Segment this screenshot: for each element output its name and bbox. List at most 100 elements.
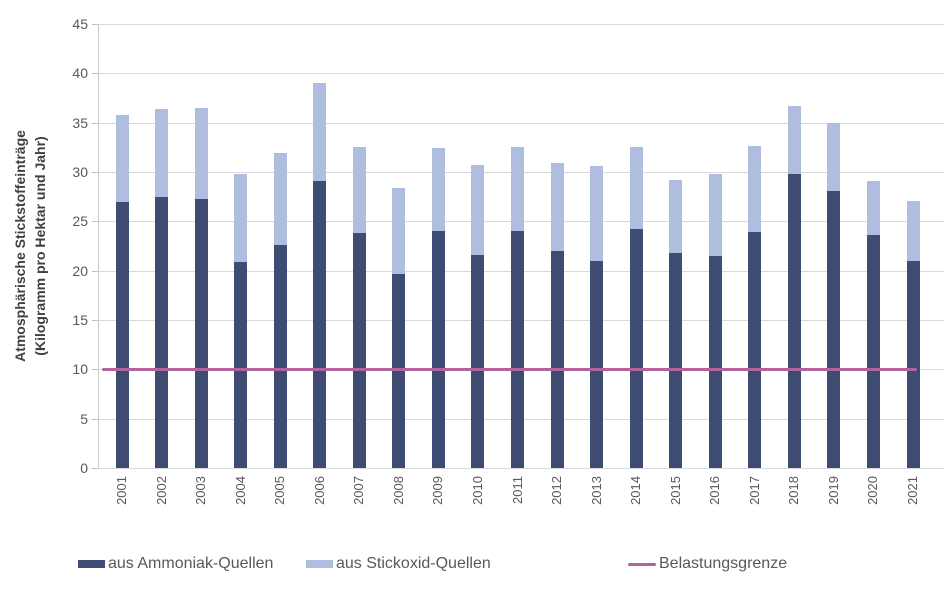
bar-segment-ammoniak-2021 xyxy=(906,260,920,468)
bar-segment-stickoxid-2006 xyxy=(313,83,327,181)
bar-segment-stickoxid-2002 xyxy=(155,108,169,197)
ytick-mark-45 xyxy=(92,24,98,25)
bar-segment-stickoxid-2007 xyxy=(352,147,366,234)
y-axis-title: Atmosphärische Stickstoffeinträge (Kilog… xyxy=(10,21,50,471)
bar-segment-stickoxid-2008 xyxy=(392,187,406,274)
threshold-line-belastungsgrenze xyxy=(102,367,917,371)
bar-segment-ammoniak-2007 xyxy=(352,233,366,468)
bar-segment-stickoxid-2012 xyxy=(550,163,564,251)
ytick-label-15: 15 xyxy=(72,312,88,328)
gridline-y-45 xyxy=(98,24,944,25)
ytick-label-5: 5 xyxy=(80,411,88,427)
bar-segment-stickoxid-2005 xyxy=(273,153,287,246)
gridline-y-0 xyxy=(98,468,944,469)
bar-segment-stickoxid-2017 xyxy=(748,146,762,233)
y-axis-title-line1: Atmosphärische Stickstoffeinträge xyxy=(12,130,28,362)
ytick-mark-0 xyxy=(92,468,98,469)
ytick-label-10: 10 xyxy=(72,361,88,377)
ytick-mark-25 xyxy=(92,221,98,222)
bar-segment-ammoniak-2006 xyxy=(313,180,327,468)
ytick-label-0: 0 xyxy=(80,460,88,476)
xtick-label-2008: 2008 xyxy=(390,476,406,505)
bar-segment-ammoniak-2016 xyxy=(708,255,722,468)
bar-segment-stickoxid-2018 xyxy=(787,105,801,174)
xtick-label-2001: 2001 xyxy=(114,476,129,505)
xtick-label-2010: 2010 xyxy=(469,476,485,505)
xtick-label-2016: 2016 xyxy=(707,476,723,505)
bar-segment-ammoniak-2003 xyxy=(194,198,208,468)
xtick-label-2014: 2014 xyxy=(628,476,644,505)
bar-segment-stickoxid-2014 xyxy=(629,147,643,230)
bar-segment-stickoxid-2015 xyxy=(669,179,683,253)
bar-segment-stickoxid-2020 xyxy=(866,180,880,236)
legend-label-belastungsgrenze: Belastungsgrenze xyxy=(659,555,788,572)
bar-segment-stickoxid-2011 xyxy=(511,147,524,232)
xtick-label-2007: 2007 xyxy=(351,476,367,505)
legend-swatch-ammoniak xyxy=(78,560,105,568)
bar-segment-ammoniak-2020 xyxy=(866,235,880,468)
xtick-label-2005: 2005 xyxy=(272,476,288,505)
bar-segment-ammoniak-2017 xyxy=(748,232,762,468)
legend-label-stickoxid: aus Stickoxid-Quellen xyxy=(336,555,491,572)
bar-segment-ammoniak-2012 xyxy=(550,250,564,468)
ytick-label-35: 35 xyxy=(72,115,88,131)
xtick-label-2003: 2003 xyxy=(193,476,209,505)
bar-segment-ammoniak-2015 xyxy=(669,252,683,468)
bar-segment-ammoniak-2002 xyxy=(155,196,169,468)
xtick-label-2002: 2002 xyxy=(153,476,169,505)
bar-segment-stickoxid-2013 xyxy=(590,166,604,261)
bar-segment-ammoniak-2011 xyxy=(511,231,524,468)
legend-swatch-stickoxid xyxy=(306,560,333,568)
legend-item-stickoxid: aus Stickoxid-Quellen xyxy=(306,552,491,576)
ytick-mark-20 xyxy=(92,271,98,272)
bar-segment-stickoxid-2003 xyxy=(194,107,208,199)
ytick-mark-5 xyxy=(92,419,98,420)
bar-segment-stickoxid-2004 xyxy=(234,174,248,262)
ytick-mark-40 xyxy=(92,73,98,74)
bar-segment-ammoniak-2001 xyxy=(115,201,129,468)
xtick-label-2013: 2013 xyxy=(588,476,604,505)
ytick-label-30: 30 xyxy=(72,164,88,180)
xtick-label-2020: 2020 xyxy=(865,476,881,505)
gridline-y-40 xyxy=(98,73,944,74)
xtick-label-2018: 2018 xyxy=(786,476,802,505)
ytick-mark-10 xyxy=(92,369,98,370)
bar-segment-stickoxid-2016 xyxy=(708,174,722,256)
bar-segment-ammoniak-2018 xyxy=(787,174,801,468)
ytick-mark-30 xyxy=(92,172,98,173)
legend-item-belastungsgrenze: Belastungsgrenze xyxy=(628,552,787,576)
xtick-label-2019: 2019 xyxy=(825,476,841,505)
bar-segment-stickoxid-2021 xyxy=(906,200,920,261)
bar-segment-stickoxid-2001 xyxy=(115,114,129,202)
bar-segment-ammoniak-2014 xyxy=(629,229,643,468)
bar-segment-stickoxid-2019 xyxy=(827,122,841,191)
xtick-label-2004: 2004 xyxy=(232,476,248,505)
ytick-label-25: 25 xyxy=(72,213,88,229)
legend-line-belastungsgrenze xyxy=(628,562,656,566)
xtick-label-2009: 2009 xyxy=(430,476,446,505)
gridline-y-35 xyxy=(98,123,944,124)
xtick-label-2015: 2015 xyxy=(667,476,683,505)
bar-segment-ammoniak-2004 xyxy=(234,261,248,468)
bar-segment-stickoxid-2010 xyxy=(471,165,485,255)
ytick-label-45: 45 xyxy=(72,16,88,32)
y-axis-title-line2: (Kilogramm pro Hektar und Jahr) xyxy=(32,136,48,356)
bar-segment-ammoniak-2005 xyxy=(273,245,287,468)
xtick-label-2006: 2006 xyxy=(311,476,327,505)
legend-label-ammoniak: aus Ammoniak-Quellen xyxy=(108,555,274,572)
ytick-mark-15 xyxy=(92,320,98,321)
bar-segment-stickoxid-2009 xyxy=(431,148,445,232)
xtick-label-2011: 2011 xyxy=(509,476,525,504)
xtick-label-2012: 2012 xyxy=(549,476,564,505)
legend-item-ammoniak: aus Ammoniak-Quellen xyxy=(78,552,273,576)
y-axis-line xyxy=(98,24,99,468)
ytick-mark-35 xyxy=(92,123,98,124)
ytick-label-40: 40 xyxy=(72,65,88,81)
ytick-label-20: 20 xyxy=(72,263,88,279)
bar-segment-ammoniak-2009 xyxy=(431,231,445,468)
xtick-label-2021: 2021 xyxy=(905,476,920,505)
bar-segment-ammoniak-2019 xyxy=(827,190,841,468)
bar-segment-ammoniak-2013 xyxy=(590,260,604,468)
bar-segment-ammoniak-2010 xyxy=(471,254,485,468)
